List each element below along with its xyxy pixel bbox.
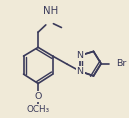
Text: Br: Br [116, 59, 127, 68]
Text: N: N [77, 67, 84, 76]
Text: O: O [34, 92, 42, 101]
Text: N: N [77, 51, 84, 60]
Text: NH: NH [43, 6, 58, 16]
Text: OCH₃: OCH₃ [27, 105, 50, 114]
